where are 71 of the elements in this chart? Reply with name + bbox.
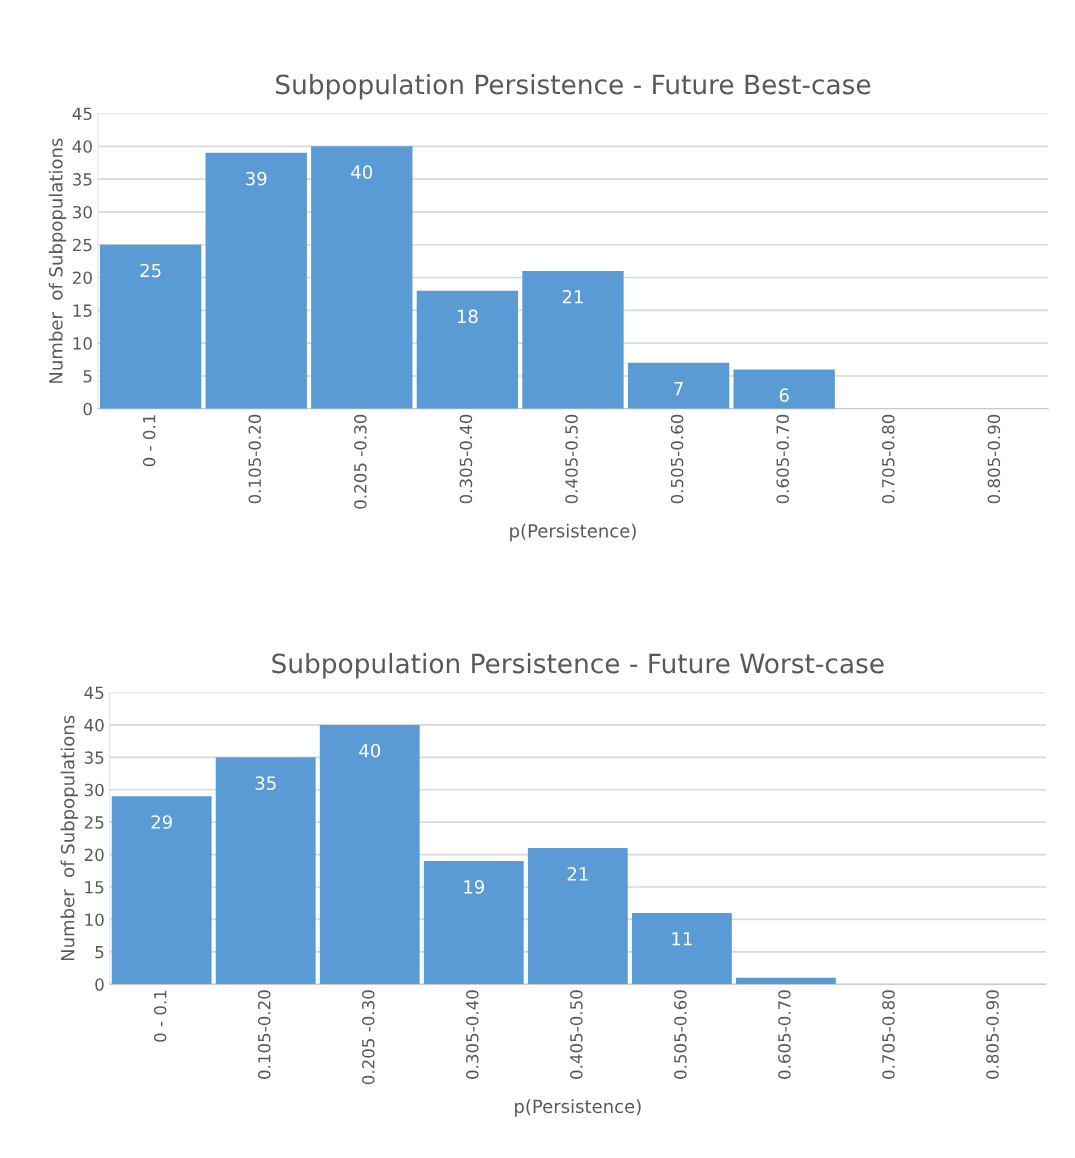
bar [319,724,420,985]
x-tick-label: 0.505-0.60 [674,990,687,1079]
y-tick-label: 30 [84,783,104,797]
data-label: 40 [359,743,381,758]
data-label: 35 [255,776,276,790]
y-tick-label: 10 [73,337,92,350]
y-tick-label: 20 [84,848,104,862]
x-tick-label: 0.605-0.70 [776,414,789,504]
data-label: 40 [351,165,373,179]
y-axis-title: Number of Subpopulations [60,715,79,961]
y-tick-label: 0 [83,402,92,416]
x-tick-label: 0 - 0.1 [153,990,167,1042]
y-tick-label: 0 [95,978,104,991]
x-axis-title: p(Persistence) [515,1099,641,1117]
data-label: 11 [672,932,692,946]
y-tick-label: 5 [83,370,92,383]
data-label: 21 [567,867,588,881]
y-tick-label: 15 [85,881,104,894]
x-tick-label: 0.105-0.20 [248,414,262,504]
bar [735,977,836,985]
y-tick-label: 40 [84,718,104,732]
y-axis-title: Number of Subpopulations [48,138,67,383]
x-tick-label: 0.105-0.20 [257,990,271,1079]
y-tick-label: 30 [73,205,92,219]
x-tick-label: 0.305-0.40 [459,414,473,504]
bar [527,848,628,985]
x-tick-label: 0.405-0.50 [565,414,578,504]
y-tick-label: 25 [84,816,104,829]
x-tick-label: 0.505-0.60 [670,414,684,504]
y-tick-label: 15 [73,304,92,317]
bar [416,290,519,409]
bar [522,270,624,409]
x-tick-label: 0.705-0.80 [881,414,895,504]
chart-title: Subpopulation Persistence - Future Worst-case [272,652,884,679]
bar [423,861,524,985]
y-tick-label: 45 [72,107,92,121]
x-tick-label: 0.205 -0.30 [361,990,375,1085]
bar [205,152,307,409]
bar [733,369,835,409]
x-axis-title: p(Persistence) [510,523,636,542]
x-tick-label: 0.805-0.90 [986,990,999,1079]
y-tick-label: 35 [84,751,104,764]
x-tick-label: 0.405-0.50 [570,990,583,1079]
x-tick-label: 0.605-0.70 [778,990,791,1079]
y-tick-label: 5 [95,946,104,959]
x-tick-label: 0.305-0.40 [466,990,479,1079]
y-tick-label: 40 [72,140,92,153]
y-tick-label: 25 [72,238,92,252]
data-label: 7 [674,382,683,396]
x-tick-label: 0.205 -0.30 [354,414,367,509]
bar [631,912,732,985]
bar [99,244,202,409]
bar [215,757,316,985]
data-label: 19 [464,880,484,894]
y-tick-label: 10 [85,913,104,927]
chart-title: Subpopulation Persistence - Future Best-case [276,73,871,100]
data-label: 29 [151,815,172,829]
x-tick-label: 0.705-0.80 [882,990,895,1079]
x-tick-label: 0.805-0.90 [987,414,1001,504]
bar [111,796,212,985]
data-label: 25 [140,263,161,278]
x-tick-label: 0 - 0.1 [142,415,156,467]
data-label: 39 [246,171,267,186]
y-tick-label: 45 [84,686,104,700]
y-tick-label: 20 [72,271,92,285]
data-label: 21 [562,289,583,304]
data-label: 6 [779,388,789,403]
bar [311,146,413,409]
data-label: 18 [457,309,478,324]
bar [627,362,730,409]
y-tick-label: 35 [73,173,92,186]
